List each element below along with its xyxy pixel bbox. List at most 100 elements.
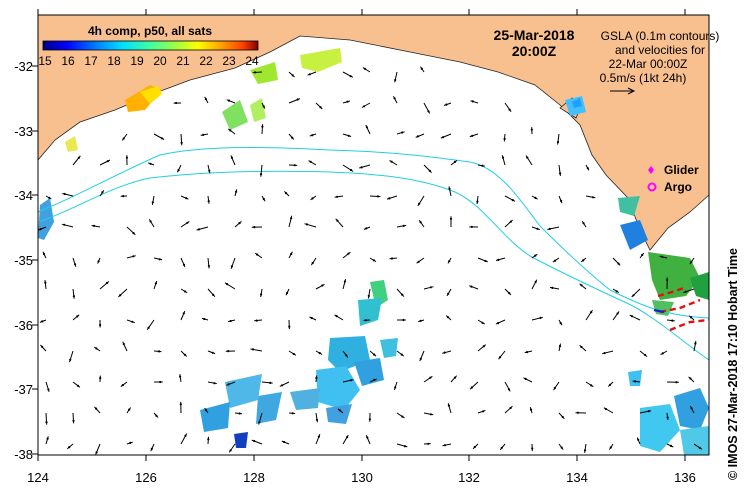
velocity-arrow-head bbox=[473, 445, 476, 449]
velocity-arrow-head bbox=[388, 197, 391, 200]
velocity-arrows bbox=[38, 66, 703, 455]
velocity-arrow bbox=[477, 319, 485, 325]
velocity-arrow-head bbox=[559, 172, 562, 175]
velocity-arrow bbox=[369, 378, 377, 383]
velocity-arrow-head bbox=[76, 315, 79, 318]
velocity-arrow-head bbox=[482, 410, 485, 413]
velocity-arrow bbox=[477, 410, 486, 414]
velocity-arrow-head bbox=[350, 379, 353, 382]
velocity-arrow-head bbox=[453, 160, 457, 163]
velocity-arrow-head bbox=[230, 265, 233, 268]
velocity-arrow-head bbox=[470, 386, 473, 389]
velocity-arrow-head bbox=[548, 227, 551, 230]
velocity-arrow-head bbox=[262, 197, 265, 201]
velocity-arrow-head bbox=[150, 447, 153, 450]
colorbar-gradient bbox=[42, 40, 259, 51]
velocity-arrow-head bbox=[318, 352, 321, 355]
velocity-arrow-head bbox=[429, 286, 432, 289]
velocity-arrow bbox=[558, 195, 563, 204]
velocity-arrow-head bbox=[401, 293, 404, 296]
velocity-arrow-head bbox=[507, 388, 511, 391]
velocity-arrow-head bbox=[132, 255, 135, 258]
velocity-arrow-head bbox=[427, 442, 430, 445]
velocity-arrow-head bbox=[69, 358, 72, 361]
velocity-arrow-head bbox=[497, 258, 500, 261]
velocity-arrow-head bbox=[290, 217, 293, 220]
velocity-arrow bbox=[153, 350, 162, 353]
velocity-arrow-head bbox=[211, 351, 214, 354]
velocity-arrow-head bbox=[93, 224, 96, 227]
velocity-arrow-head bbox=[179, 375, 182, 378]
glider-track-segment bbox=[659, 298, 701, 314]
gsla-contour bbox=[37, 146, 710, 319]
velocity-arrow bbox=[254, 252, 263, 259]
velocity-arrow-head bbox=[335, 315, 338, 318]
velocity-arrow-head bbox=[634, 380, 637, 383]
velocity-arrow-head bbox=[259, 173, 263, 176]
sst-patch bbox=[680, 426, 709, 455]
velocity-arrow-head bbox=[560, 199, 563, 202]
velocity-arrow-head bbox=[204, 98, 207, 101]
velocity-arrow-head bbox=[617, 262, 620, 265]
velocity-arrow-head bbox=[155, 414, 158, 417]
glider-marker-icon bbox=[648, 166, 654, 174]
velocity-arrow-head bbox=[207, 438, 210, 441]
argo-marker-icon bbox=[647, 182, 657, 192]
velocity-arrow-head bbox=[101, 191, 104, 194]
velocity-arrow-head bbox=[416, 135, 420, 138]
velocity-arrow bbox=[179, 374, 182, 383]
velocity-arrow-head bbox=[227, 350, 230, 353]
velocity-arrow-head bbox=[63, 223, 66, 226]
velocity-arrow-head bbox=[72, 419, 75, 422]
velocity-arrow-head bbox=[508, 108, 511, 111]
velocity-arrow-head bbox=[660, 255, 664, 258]
velocity-arrow bbox=[126, 319, 135, 324]
velocity-arrow-head bbox=[690, 316, 693, 319]
velocity-arrow-head bbox=[482, 345, 485, 348]
velocity-arrow-head bbox=[227, 383, 230, 386]
velocity-arrow-head bbox=[293, 164, 296, 167]
velocity-arrow-head bbox=[449, 217, 453, 220]
velocity-arrow-head bbox=[394, 78, 397, 82]
velocity-arrow-head bbox=[609, 446, 612, 449]
velocity-arrow-head bbox=[346, 436, 349, 439]
velocity-arrow-head bbox=[99, 323, 102, 327]
velocity-arrow-head bbox=[106, 160, 109, 163]
colorbar-tick: 16 bbox=[61, 54, 75, 68]
colorbar-tick: 20 bbox=[153, 54, 167, 68]
velocity-arrow-head bbox=[453, 376, 457, 379]
velocity-arrow-head bbox=[590, 384, 593, 387]
velocity-arrow-head bbox=[226, 283, 229, 286]
velocity-arrow bbox=[470, 100, 479, 104]
velocity-arrow-head bbox=[269, 381, 272, 384]
velocity-arrow-head bbox=[184, 290, 187, 293]
velocity-arrow-head bbox=[347, 252, 350, 255]
velocity-arrow bbox=[207, 350, 216, 355]
velocity-arrow-head bbox=[255, 319, 258, 322]
velocity-arrow bbox=[200, 133, 209, 136]
velocity-arrow-head bbox=[286, 291, 289, 295]
velocity-arrow-head bbox=[179, 403, 182, 406]
sst-patch bbox=[652, 300, 674, 316]
velocity-arrow bbox=[288, 350, 297, 356]
velocity-arrow-head bbox=[470, 225, 473, 228]
glider-label: Glider bbox=[664, 163, 699, 177]
velocity-arrow-head bbox=[204, 409, 208, 412]
velocity-arrow-head bbox=[147, 326, 150, 329]
velocity-arrow bbox=[234, 412, 243, 415]
velocity-arrow-head bbox=[292, 352, 295, 356]
velocity-arrow-head bbox=[446, 316, 450, 319]
velocity-arrow-head bbox=[534, 196, 537, 199]
velocity-arrow bbox=[659, 255, 668, 259]
velocity-arrow-head bbox=[661, 352, 664, 355]
velocity-arrow-head bbox=[319, 106, 322, 109]
colorbar-tick: 19 bbox=[130, 54, 144, 68]
sst-patch bbox=[222, 100, 248, 130]
velocity-arrow-head bbox=[442, 136, 445, 139]
velocity-arrow bbox=[632, 380, 641, 383]
velocity-arrow-head bbox=[511, 199, 514, 202]
velocity-arrow bbox=[180, 288, 188, 294]
velocity-arrow bbox=[150, 443, 155, 452]
lon-tick-label: 134 bbox=[566, 470, 588, 485]
velocity-arrow-head bbox=[420, 67, 423, 70]
